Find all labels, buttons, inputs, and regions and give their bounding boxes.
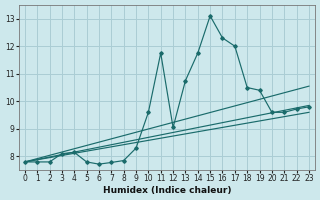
X-axis label: Humidex (Indice chaleur): Humidex (Indice chaleur) (103, 186, 231, 195)
